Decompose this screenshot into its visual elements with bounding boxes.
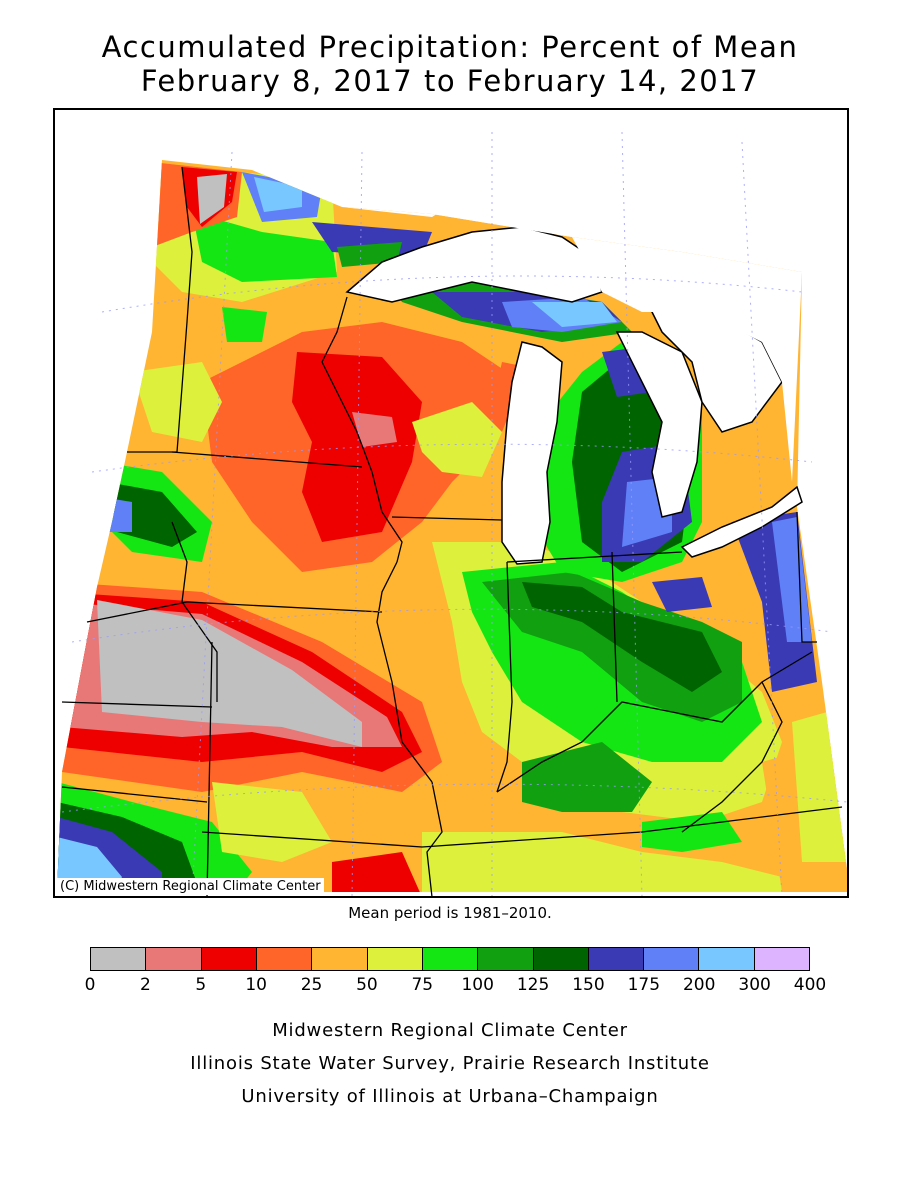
legend-swatch-100-125 bbox=[478, 948, 534, 970]
border-mn-ia bbox=[171, 451, 363, 468]
legend-ticks: 0 2 5 10 25 50 75 100 125 150 175 200 300 400 bbox=[85, 975, 827, 999]
field-central-2-5 bbox=[352, 412, 397, 447]
border-il-in bbox=[496, 561, 513, 793]
field-east-125-150 bbox=[522, 582, 722, 692]
border-ks-mo bbox=[206, 641, 213, 896]
footer-org: Midwestern Regional Climate Center bbox=[272, 1020, 628, 1041]
state-borders bbox=[61, 166, 843, 896]
border-mi-oh bbox=[506, 551, 683, 563]
lake-michigan bbox=[501, 341, 563, 565]
border-mo-ar bbox=[201, 831, 423, 848]
legend-swatch-150-175 bbox=[588, 948, 645, 970]
legend-tick-label: 150 bbox=[572, 975, 605, 995]
lake-huron bbox=[615, 331, 703, 518]
field-west-175-200 bbox=[102, 497, 132, 532]
legend-tick-label: 2 bbox=[139, 975, 151, 995]
border-wv bbox=[681, 681, 783, 833]
field-south-50-75 bbox=[422, 832, 842, 892]
border-ia-il bbox=[376, 561, 433, 783]
mean-period-note: Mean period is 1981–2010. bbox=[348, 904, 552, 922]
legend-tick-label: 10 bbox=[245, 975, 267, 995]
legend-swatch-0-2 bbox=[91, 948, 147, 970]
border-mn-nd bbox=[176, 166, 193, 453]
legend-tick-label: 400 bbox=[793, 975, 827, 995]
field-oh-east-175-200 bbox=[772, 517, 812, 642]
field-west-50-75 bbox=[132, 362, 222, 442]
latlon-grid bbox=[61, 131, 847, 896]
field-wi-50-75 bbox=[412, 402, 502, 477]
legend-swatch-10-25 bbox=[256, 948, 313, 970]
border-mississippi-south bbox=[426, 781, 443, 896]
border-in-oh bbox=[611, 551, 618, 703]
border-ks-ok bbox=[61, 786, 208, 803]
legend-tick-label: 25 bbox=[300, 975, 323, 995]
footer-university: University of Illinois at Urbana–Champai… bbox=[241, 1086, 659, 1107]
field-ky-100-125 bbox=[522, 742, 652, 812]
legend-swatch-5-10 bbox=[201, 948, 257, 970]
map-canvas bbox=[57, 131, 847, 896]
border-mo-river bbox=[171, 521, 218, 702]
canada-area bbox=[342, 192, 802, 482]
map-credit: (C) Midwestern Regional Climate Center bbox=[57, 878, 324, 895]
legend-tick-label: 100 bbox=[461, 975, 494, 995]
border-mn-wi bbox=[321, 296, 403, 563]
legend-swatch-125-150 bbox=[533, 948, 589, 970]
field-border-200-300 bbox=[254, 177, 302, 212]
border-ohio-river bbox=[496, 651, 813, 793]
precip-field bbox=[57, 160, 847, 892]
field-oh-150-175 bbox=[652, 577, 712, 612]
field-sw-0-2 bbox=[97, 600, 362, 747]
legend-tick-label: 175 bbox=[627, 975, 661, 995]
field-mo-5-10 bbox=[332, 852, 422, 892]
legend-swatch-50-75 bbox=[367, 948, 423, 970]
legend-tick-label: 200 bbox=[682, 975, 716, 995]
legend-tick-label: 75 bbox=[411, 975, 434, 995]
legend-swatch-2-5 bbox=[146, 948, 202, 970]
field-nw-0-2 bbox=[197, 174, 227, 224]
great-lakes bbox=[345, 226, 803, 565]
field-up-200-300 bbox=[532, 302, 617, 327]
field-mn-spot-75-100 bbox=[222, 307, 267, 342]
border-sd-ne bbox=[86, 601, 188, 623]
border-oh-pa bbox=[796, 511, 817, 643]
legend-swatch-300-400 bbox=[754, 948, 810, 970]
field-mo-50-75 bbox=[212, 782, 332, 862]
field-se-50-75 bbox=[792, 712, 847, 862]
footer-survey: Illinois State Water Survey, Prairie Res… bbox=[190, 1053, 710, 1074]
map-date-range: February 8, 2017 to February 14, 2017 bbox=[140, 64, 760, 98]
border-ne-ks bbox=[61, 701, 213, 708]
border-ia-mo bbox=[186, 601, 383, 613]
precipitation-map: (C) Midwestern Regional Climate Center bbox=[53, 108, 849, 898]
legend-tick-label: 5 bbox=[195, 975, 207, 995]
legend-swatch-75-100 bbox=[422, 948, 479, 970]
legend-swatch-200-300 bbox=[699, 948, 755, 970]
border-wi-il bbox=[391, 516, 503, 521]
border-ky-tn bbox=[421, 806, 843, 848]
legend-tick-label: 125 bbox=[516, 975, 550, 995]
lake-erie bbox=[680, 485, 803, 558]
legend-tick-label: 300 bbox=[738, 975, 771, 995]
legend-tick-label: 50 bbox=[356, 975, 378, 995]
color-legend bbox=[90, 947, 810, 971]
legend-tick-label: 0 bbox=[84, 975, 96, 995]
legend-swatch-175-200 bbox=[644, 948, 700, 970]
legend-swatch-25-50 bbox=[312, 948, 368, 970]
map-title: Accumulated Precipitation: Percent of Me… bbox=[101, 30, 799, 64]
